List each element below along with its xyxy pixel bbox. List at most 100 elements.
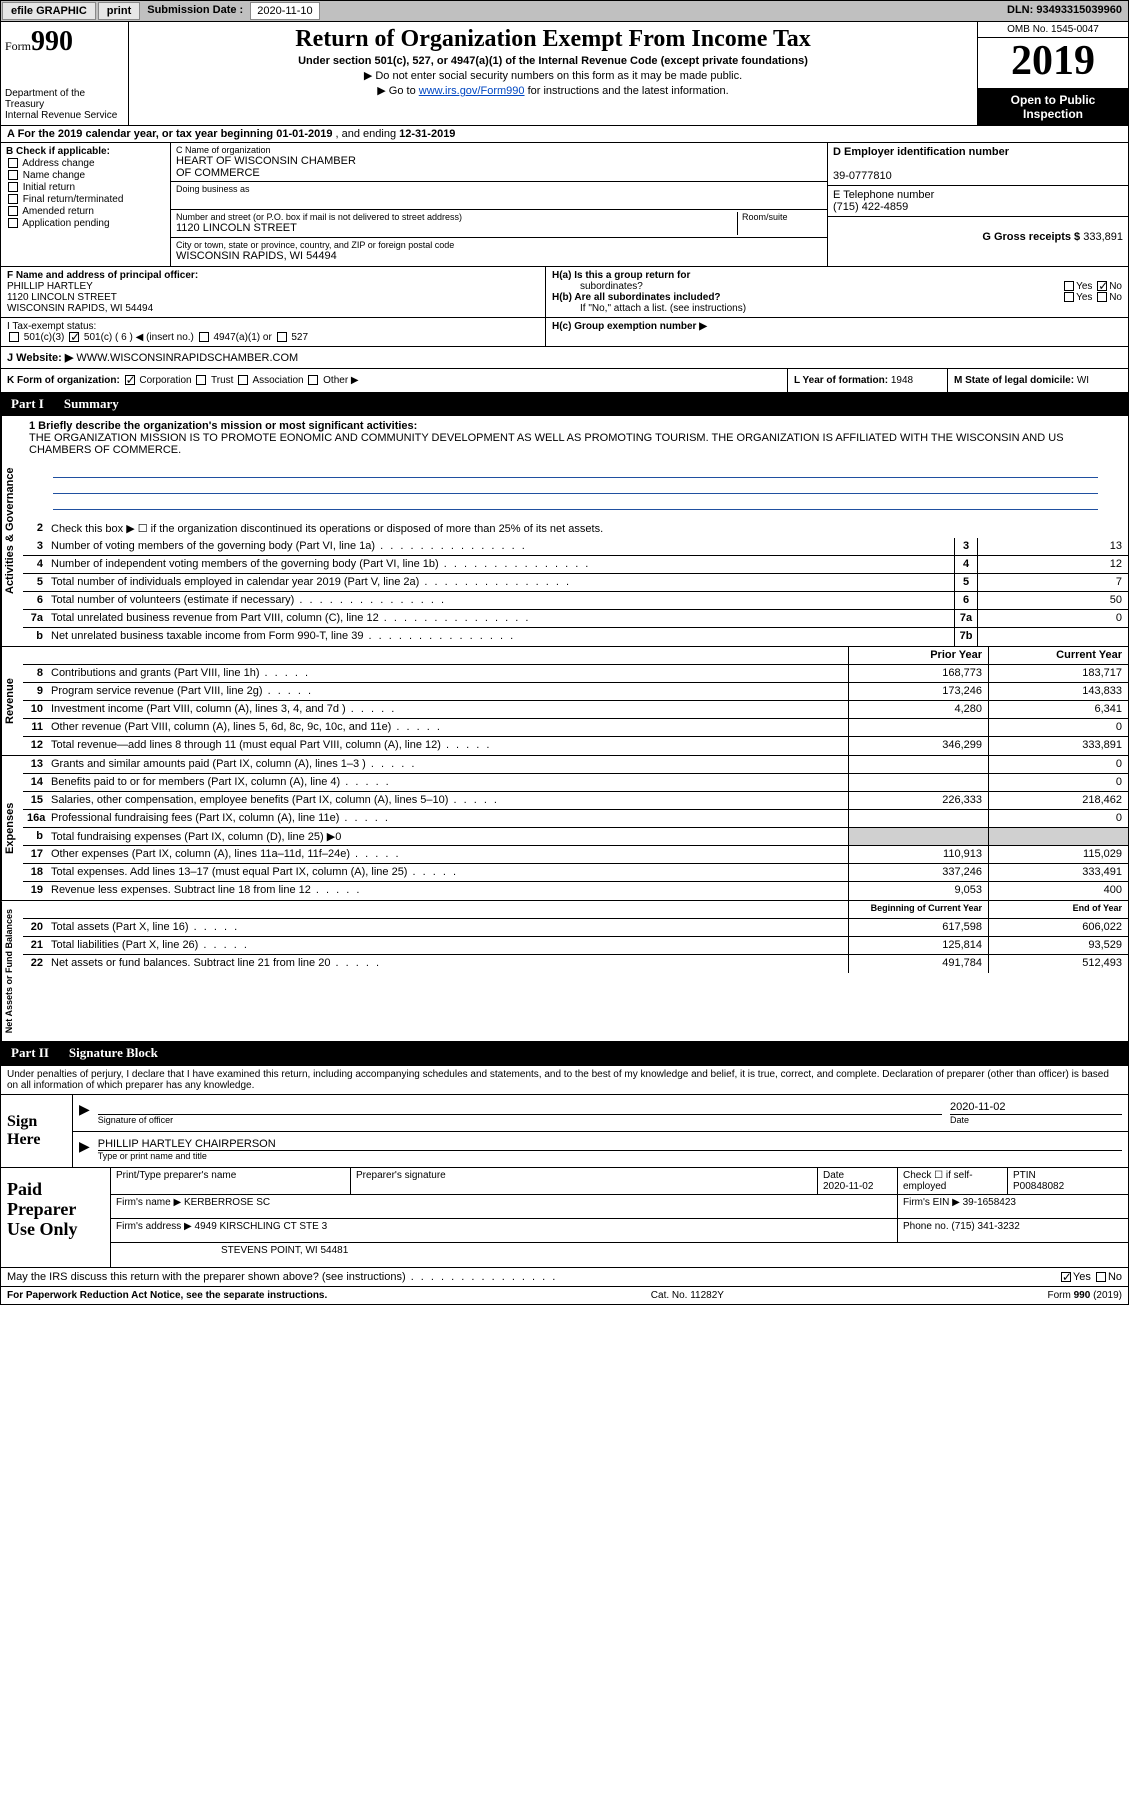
- sign-date: 2020-11-02: [950, 1101, 1122, 1115]
- section-b: B Check if applicable: Address change Na…: [1, 143, 171, 266]
- gov-row: bNet unrelated business taxable income f…: [23, 628, 1128, 646]
- colhdr-row: Prior Year Current Year: [23, 647, 1128, 665]
- section-d: D Employer identification number 39-0777…: [828, 143, 1128, 266]
- check-final[interactable]: Final return/terminated: [6, 194, 165, 205]
- data-row: 17Other expenses (Part IX, column (A), l…: [23, 846, 1128, 864]
- prep-ptin: P00848082: [1013, 1181, 1064, 1192]
- print-button[interactable]: print: [98, 2, 140, 20]
- gross-label: G Gross receipts $: [982, 231, 1080, 243]
- submission-label: Submission Date :: [141, 1, 249, 21]
- firm-addr: 4949 KIRSCHLING CT STE 3: [195, 1221, 328, 1232]
- omb-number: OMB No. 1545-0047: [978, 22, 1128, 38]
- data-row: 22Net assets or fund balances. Subtract …: [23, 955, 1128, 973]
- check-pending[interactable]: Application pending: [6, 218, 165, 229]
- discuss-row: May the IRS discuss this return with the…: [1, 1267, 1128, 1286]
- form-header: Form990 Department of the Treasury Inter…: [1, 22, 1128, 125]
- data-row: bTotal fundraising expenses (Part IX, co…: [23, 828, 1128, 846]
- begin-year-hdr: Beginning of Current Year: [848, 901, 988, 918]
- form-body: Form990 Department of the Treasury Inter…: [0, 22, 1129, 1305]
- page-footer: For Paperwork Reduction Act Notice, see …: [1, 1286, 1128, 1304]
- data-row: 14Benefits paid to or for members (Part …: [23, 774, 1128, 792]
- gov-row: 5Total number of individuals employed in…: [23, 574, 1128, 592]
- section-c: C Name of organization HEART OF WISCONSI…: [171, 143, 828, 266]
- section-f: F Name and address of principal officer:…: [1, 267, 546, 317]
- prep-sig-label: Preparer's signature: [356, 1170, 446, 1181]
- section-m: M State of legal domicile: WI: [948, 369, 1128, 392]
- form-number: Form990: [5, 26, 124, 58]
- gross-value: 333,891: [1083, 231, 1123, 243]
- data-row: 12Total revenue—add lines 8 through 11 (…: [23, 737, 1128, 755]
- efile-button[interactable]: efile GRAPHIC: [2, 2, 96, 20]
- form-subtitle: Under section 501(c), 527, or 4947(a)(1)…: [141, 55, 965, 67]
- room-label: Room/suite: [742, 212, 822, 222]
- footer-mid: Cat. No. 11282Y: [651, 1290, 724, 1301]
- mission-block: 1 Briefly describe the organization's mi…: [23, 416, 1128, 460]
- arrow-icon: ▶: [79, 1101, 90, 1125]
- vtab-governance: Activities & Governance: [1, 416, 23, 646]
- check-initial[interactable]: Initial return: [6, 182, 165, 193]
- data-row: 21Total liabilities (Part X, line 26)125…: [23, 937, 1128, 955]
- check-name[interactable]: Name change: [6, 170, 165, 181]
- sig-officer-label: Signature of officer: [98, 1115, 942, 1125]
- officer-name-title: PHILLIP HARTLEY CHAIRPERSON: [98, 1138, 1122, 1151]
- ein-value: 39-0777810: [833, 170, 892, 182]
- officer-addr1: 1120 LINCOLN STREET: [7, 292, 117, 303]
- vtab-net: Net Assets or Fund Balances: [1, 901, 23, 1041]
- firm-addr2: STEVENS POINT, WI 54481: [111, 1243, 1128, 1267]
- submission-date: 2020-11-10: [250, 2, 319, 20]
- section-h: H(a) Is this a group return for subordin…: [546, 267, 1128, 317]
- data-row: 11Other revenue (Part VIII, column (A), …: [23, 719, 1128, 737]
- line-a: A For the 2019 calendar year, or tax yea…: [1, 125, 1128, 142]
- section-b-label: B Check if applicable:: [6, 146, 110, 157]
- prior-year-hdr: Prior Year: [848, 647, 988, 664]
- open-public: Open to PublicInspection: [978, 89, 1128, 125]
- data-row: 9Program service revenue (Part VIII, lin…: [23, 683, 1128, 701]
- end-year-hdr: End of Year: [988, 901, 1128, 918]
- city-label: City or town, state or province, country…: [176, 240, 822, 250]
- vtab-revenue: Revenue: [1, 647, 23, 755]
- prep-check-label: Check ☐ if self-employed: [903, 1170, 973, 1192]
- data-row: 8Contributions and grants (Part VIII, li…: [23, 665, 1128, 683]
- firm-name: KERBERROSE SC: [184, 1197, 270, 1208]
- sign-here-block: Sign Here ▶ Signature of officer 2020-11…: [1, 1094, 1128, 1167]
- arrow-icon: ▶: [79, 1138, 90, 1161]
- part1-header: Part I Summary: [1, 392, 1128, 415]
- officer-name: PHILLIP HARTLEY: [7, 281, 93, 292]
- data-row: 13Grants and similar amounts paid (Part …: [23, 756, 1128, 774]
- penalties-text: Under penalties of perjury, I declare th…: [1, 1064, 1128, 1094]
- ein-label: D Employer identification number: [833, 146, 1009, 158]
- tax-year: 2019: [978, 38, 1128, 89]
- date-label: Date: [950, 1115, 1122, 1125]
- dln: DLN: 93493315039960: [1001, 1, 1128, 21]
- print-label: print: [107, 5, 131, 17]
- gov-row: 6Total number of volunteers (estimate if…: [23, 592, 1128, 610]
- org-city: WISCONSIN RAPIDS, WI 54494: [176, 250, 822, 262]
- gov-row: 3Number of voting members of the governi…: [23, 538, 1128, 556]
- data-row: 16aProfessional fundraising fees (Part I…: [23, 810, 1128, 828]
- firm-phone: (715) 341-3232: [951, 1221, 1019, 1232]
- org-name: HEART OF WISCONSIN CHAMBEROF COMMERCE: [176, 155, 822, 179]
- section-hc: H(c) Group exemption number ▶: [546, 318, 1128, 346]
- prep-print-label: Print/Type preparer's name: [116, 1170, 236, 1181]
- org-name-label: C Name of organization: [176, 145, 822, 155]
- colhdr-row-2: Beginning of Current Year End of Year: [23, 901, 1128, 919]
- part2-header: Part II Signature Block: [1, 1041, 1128, 1064]
- section-k: K Form of organization: Corporation Trus…: [1, 369, 788, 392]
- phone-label: E Telephone number: [833, 189, 934, 201]
- check-address[interactable]: Address change: [6, 158, 165, 169]
- check-amended[interactable]: Amended return: [6, 206, 165, 217]
- efile-label: efile GRAPHIC: [11, 5, 87, 17]
- section-l: L Year of formation: 1948: [788, 369, 948, 392]
- tax-status: I Tax-exempt status: 501(c)(3) 501(c) ( …: [7, 321, 539, 343]
- data-row: 18Total expenses. Add lines 13–17 (must …: [23, 864, 1128, 882]
- form-title: Return of Organization Exempt From Incom…: [141, 26, 965, 53]
- footer-left: For Paperwork Reduction Act Notice, see …: [7, 1290, 327, 1301]
- dept-irs: Internal Revenue Service: [5, 110, 124, 121]
- firm-ein: 39-1658423: [963, 1197, 1016, 1208]
- current-year-hdr: Current Year: [988, 647, 1128, 664]
- irs-link[interactable]: www.irs.gov/Form990: [419, 85, 525, 97]
- officer-addr2: WISCONSIN RAPIDS, WI 54494: [7, 303, 153, 314]
- sign-here-label: Sign Here: [1, 1095, 73, 1167]
- vtab-expenses: Expenses: [1, 756, 23, 900]
- type-label: Type or print name and title: [98, 1151, 1122, 1161]
